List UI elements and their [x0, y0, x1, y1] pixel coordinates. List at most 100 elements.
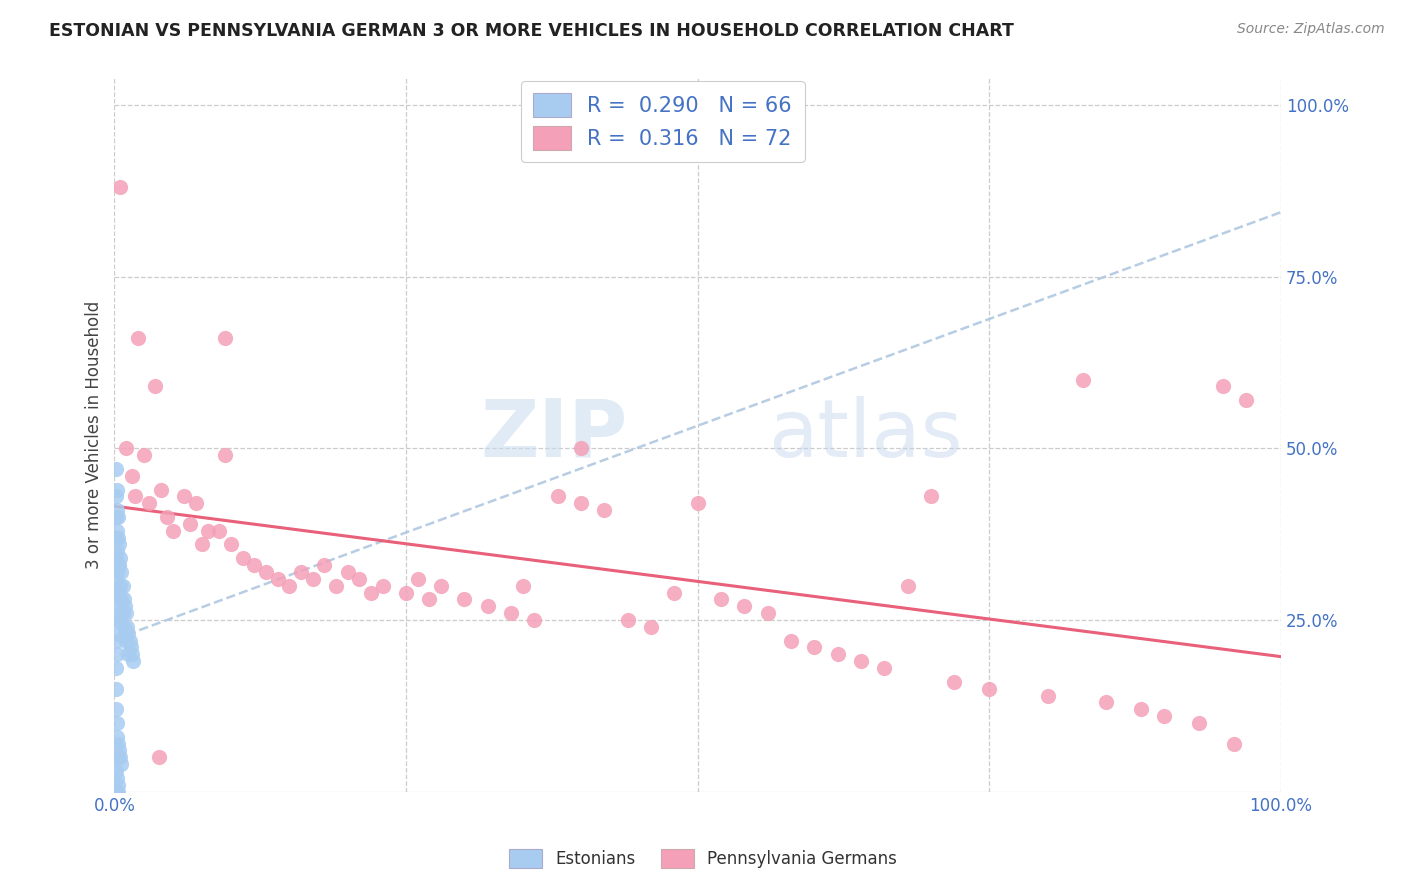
Point: [107, 585, 129, 599]
Point: [104, 531, 127, 545]
Text: Source: ZipAtlas.com: Source: ZipAtlas.com: [1237, 22, 1385, 37]
Point: [111, 579, 134, 593]
Point: [278, 579, 301, 593]
Point: [148, 750, 170, 764]
Point: [105, 716, 128, 731]
Point: [105, 565, 128, 579]
Point: [920, 489, 942, 503]
Point: [616, 613, 638, 627]
Point: [1095, 695, 1118, 709]
Point: [733, 599, 755, 614]
Point: [127, 331, 149, 345]
Point: [1234, 393, 1257, 408]
Point: [121, 648, 143, 662]
Point: [104, 785, 127, 799]
Point: [115, 606, 138, 620]
Point: [114, 599, 136, 614]
Point: [117, 648, 139, 662]
Point: [430, 579, 453, 593]
Point: [640, 620, 662, 634]
Point: [360, 585, 382, 599]
Point: [107, 613, 129, 627]
Point: [105, 524, 128, 538]
Point: [336, 565, 359, 579]
Point: [105, 771, 128, 785]
Point: [104, 489, 127, 503]
Point: [184, 496, 207, 510]
Point: [243, 558, 266, 572]
Point: [1223, 737, 1246, 751]
Point: [105, 785, 128, 799]
Point: [112, 620, 135, 634]
Point: [191, 537, 214, 551]
Point: [104, 764, 127, 778]
Point: [105, 648, 128, 662]
Point: [150, 483, 173, 497]
Point: [979, 681, 1001, 696]
Point: [197, 524, 219, 538]
Point: [104, 661, 127, 675]
Point: [118, 633, 141, 648]
Y-axis label: 3 or more Vehicles in Household: 3 or more Vehicles in Household: [86, 301, 103, 569]
Point: [104, 510, 127, 524]
Point: [105, 785, 128, 799]
Point: [104, 613, 127, 627]
Point: [477, 599, 499, 614]
Point: [569, 442, 592, 456]
Point: [108, 537, 131, 551]
Point: [325, 579, 347, 593]
Point: [314, 558, 336, 572]
Point: [107, 785, 129, 799]
Point: [897, 579, 920, 593]
Point: [547, 489, 569, 503]
Point: [104, 785, 127, 799]
Point: [104, 633, 127, 648]
Point: [104, 462, 127, 476]
Point: [110, 565, 132, 579]
Point: [710, 592, 733, 607]
Point: [124, 489, 146, 503]
Point: [803, 640, 825, 655]
Point: [105, 606, 128, 620]
Legend: R =  0.290   N = 66, R =  0.316   N = 72: R = 0.290 N = 66, R = 0.316 N = 72: [520, 80, 804, 162]
Point: [499, 606, 522, 620]
Point: [219, 537, 242, 551]
Point: [122, 654, 145, 668]
Point: [110, 750, 132, 764]
Point: [371, 579, 394, 593]
Point: [105, 626, 128, 640]
Point: [104, 572, 127, 586]
Point: [173, 489, 195, 503]
Point: [780, 633, 803, 648]
Point: [104, 681, 127, 696]
Point: [232, 551, 254, 566]
Point: [395, 585, 418, 599]
Point: [179, 516, 201, 531]
Point: [108, 558, 131, 572]
Point: [115, 442, 138, 456]
Point: [105, 483, 128, 497]
Point: [664, 585, 686, 599]
Point: [104, 551, 127, 566]
Point: [107, 531, 129, 545]
Point: [301, 572, 323, 586]
Point: [107, 737, 129, 751]
Point: [143, 379, 166, 393]
Point: [107, 750, 129, 764]
Point: [138, 496, 160, 510]
Point: [214, 448, 236, 462]
Point: [105, 503, 128, 517]
Point: [1188, 716, 1211, 731]
Point: [290, 565, 312, 579]
Point: [162, 524, 184, 538]
Point: [121, 468, 143, 483]
Point: [569, 496, 592, 510]
Text: ZIP: ZIP: [481, 395, 627, 474]
Point: [105, 544, 128, 558]
Point: [208, 524, 231, 538]
Point: [686, 496, 709, 510]
Point: [453, 592, 475, 607]
Point: [267, 572, 290, 586]
Point: [756, 606, 779, 620]
Point: [943, 674, 966, 689]
